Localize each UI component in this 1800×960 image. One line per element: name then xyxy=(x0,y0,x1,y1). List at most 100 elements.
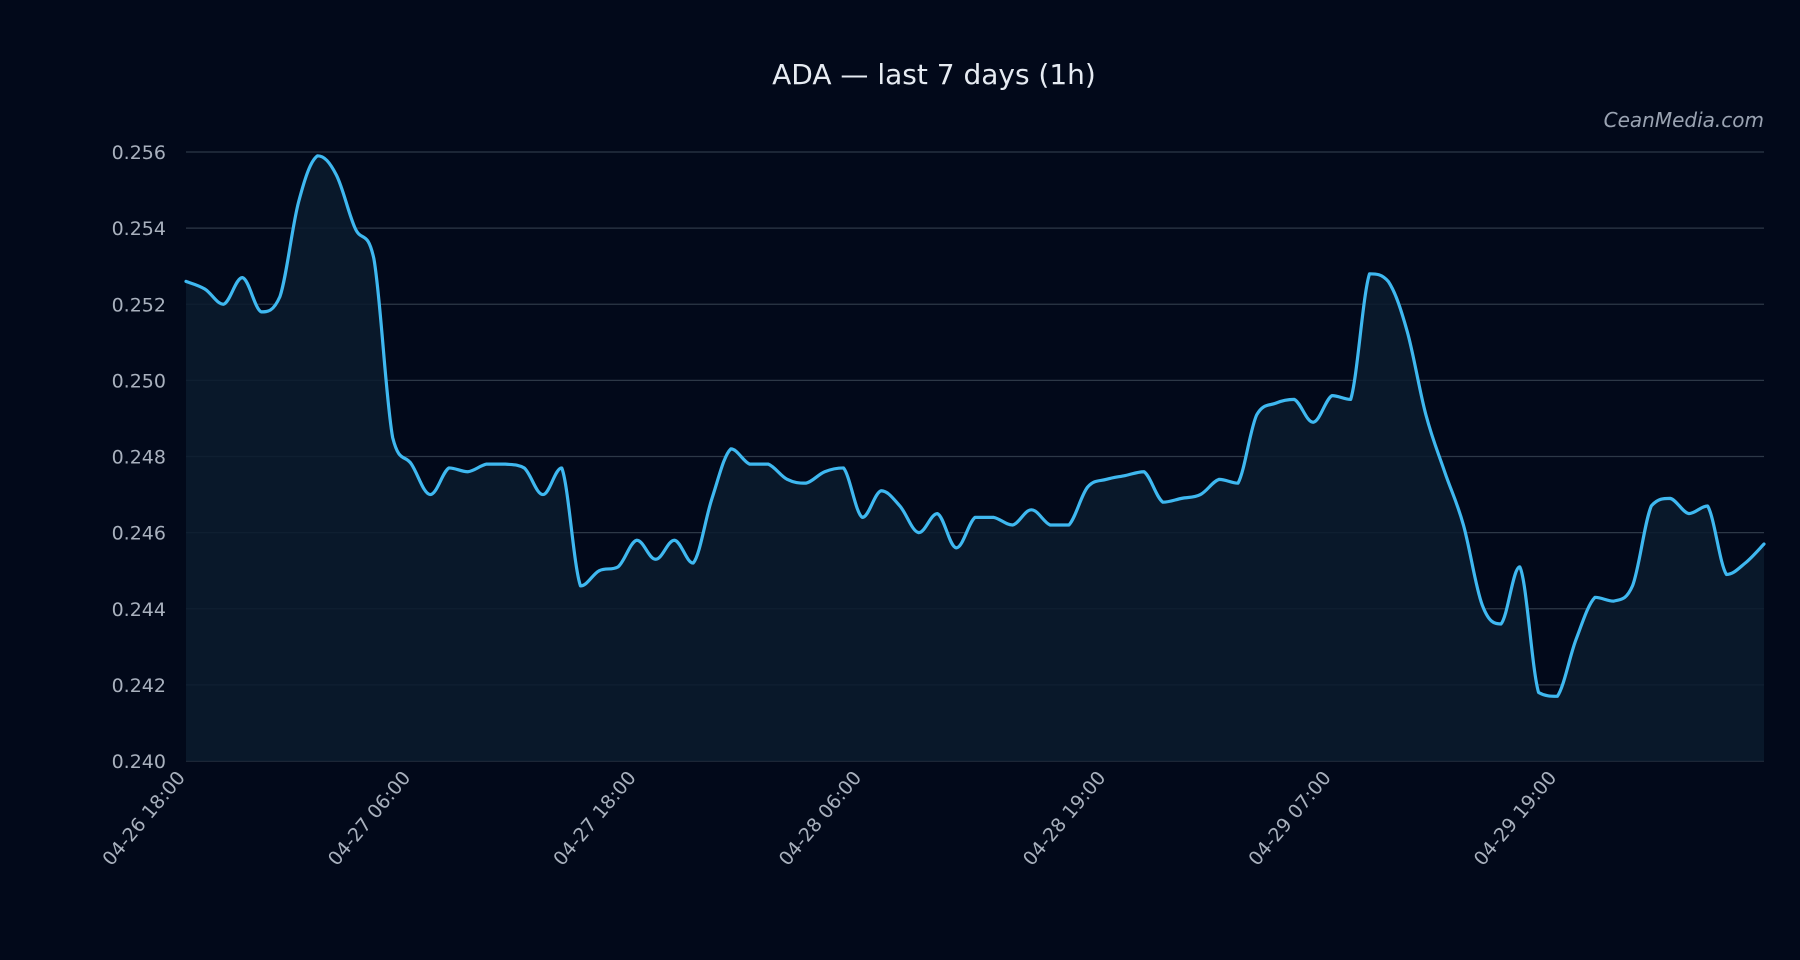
y-tick-label: 0.250 xyxy=(112,370,166,392)
y-tick-label: 0.256 xyxy=(112,142,166,164)
y-tick-label: 0.242 xyxy=(112,675,166,697)
data-point xyxy=(1687,512,1691,516)
data-point xyxy=(992,515,996,519)
data-point xyxy=(1461,523,1465,527)
data-point xyxy=(297,199,301,203)
data-point xyxy=(1048,523,1052,527)
data-point xyxy=(184,279,188,283)
data-point xyxy=(1555,694,1559,698)
data-point xyxy=(409,462,413,466)
data-point xyxy=(316,154,320,158)
data-point xyxy=(1649,504,1653,508)
data-point xyxy=(973,515,977,519)
data-point xyxy=(917,531,921,535)
data-point xyxy=(842,466,846,470)
data-point xyxy=(1593,595,1597,599)
data-point xyxy=(1668,496,1672,500)
data-point xyxy=(1292,397,1296,401)
x-tick-label: 04-28 06:00 xyxy=(775,767,866,870)
data-point xyxy=(823,470,827,474)
data-point xyxy=(1029,508,1033,512)
x-tick-label: 04-26 18:00 xyxy=(98,767,189,870)
x-tick-label: 04-29 07:00 xyxy=(1244,767,1335,870)
price-line-layer xyxy=(184,154,1766,698)
data-point xyxy=(503,462,507,466)
data-point xyxy=(1123,474,1127,478)
data-point xyxy=(541,493,545,497)
data-point xyxy=(766,462,770,466)
data-point xyxy=(954,546,958,550)
data-point xyxy=(1236,481,1240,485)
data-point xyxy=(1330,394,1334,398)
data-point xyxy=(1368,272,1372,276)
y-tick-label: 0.246 xyxy=(112,523,166,545)
data-point xyxy=(597,569,601,573)
data-point xyxy=(1743,561,1747,565)
data-point xyxy=(240,276,244,280)
data-point xyxy=(1255,413,1259,417)
data-point xyxy=(278,295,282,299)
data-point xyxy=(1574,637,1578,641)
y-tick-label: 0.254 xyxy=(112,218,166,240)
y-tick-label: 0.240 xyxy=(112,751,166,773)
y-axis-ticks: 0.256 0.254 0.252 0.250 0.248 0.246 0.244 0.242… xyxy=(112,142,166,773)
data-point xyxy=(804,481,808,485)
data-point xyxy=(1424,413,1428,417)
y-tick-label: 0.252 xyxy=(112,294,166,316)
data-point xyxy=(654,557,658,561)
data-point xyxy=(1349,397,1353,401)
data-point xyxy=(1537,690,1541,694)
data-point xyxy=(1631,584,1635,588)
data-point xyxy=(1161,500,1165,504)
data-point xyxy=(1198,493,1202,497)
x-axis-ticks: 04-26 18:00 04-27 06:00 04-27 18:00 04-28 0… xyxy=(98,767,1561,870)
data-point xyxy=(1086,485,1090,489)
data-point xyxy=(428,493,432,497)
data-point xyxy=(1499,622,1503,626)
data-point xyxy=(1311,420,1315,424)
data-point xyxy=(1405,329,1409,333)
data-point xyxy=(579,584,583,588)
data-point xyxy=(1142,470,1146,474)
data-point xyxy=(447,466,451,470)
data-point xyxy=(372,257,376,261)
data-point xyxy=(1480,603,1484,607)
x-tick-label: 04-28 19:00 xyxy=(1019,767,1110,870)
data-point xyxy=(1724,572,1728,576)
data-point xyxy=(672,538,676,542)
data-point xyxy=(1386,279,1390,283)
data-point xyxy=(466,470,470,474)
data-point xyxy=(710,496,714,500)
data-point xyxy=(1518,565,1522,569)
data-point xyxy=(259,310,263,314)
data-point xyxy=(353,226,357,230)
data-point xyxy=(748,462,752,466)
data-point xyxy=(222,302,226,306)
price-series-line xyxy=(184,154,1766,698)
y-tick-label: 0.248 xyxy=(112,447,166,469)
data-point xyxy=(1762,542,1766,546)
area-fill xyxy=(186,155,1764,761)
data-point xyxy=(635,538,639,542)
data-point xyxy=(785,477,789,481)
y-tick-label: 0.244 xyxy=(112,599,166,621)
chart-title: ADA — last 7 days (1h) xyxy=(772,58,1096,91)
data-point xyxy=(522,466,526,470)
data-point xyxy=(860,515,864,519)
area-fill-layer xyxy=(186,155,1764,761)
data-point xyxy=(898,504,902,508)
data-point xyxy=(1011,523,1015,527)
watermark: CeanMedia.com xyxy=(1604,108,1764,132)
data-point xyxy=(1105,477,1109,481)
data-point xyxy=(1274,401,1278,405)
data-point xyxy=(1612,599,1616,603)
x-tick-label: 04-27 18:00 xyxy=(549,767,640,870)
data-point xyxy=(203,287,207,291)
x-tick-label: 04-29 19:00 xyxy=(1470,767,1561,870)
data-point xyxy=(485,462,489,466)
data-point xyxy=(1443,470,1447,474)
data-point xyxy=(935,512,939,516)
data-point xyxy=(560,466,564,470)
data-point xyxy=(1217,477,1221,481)
